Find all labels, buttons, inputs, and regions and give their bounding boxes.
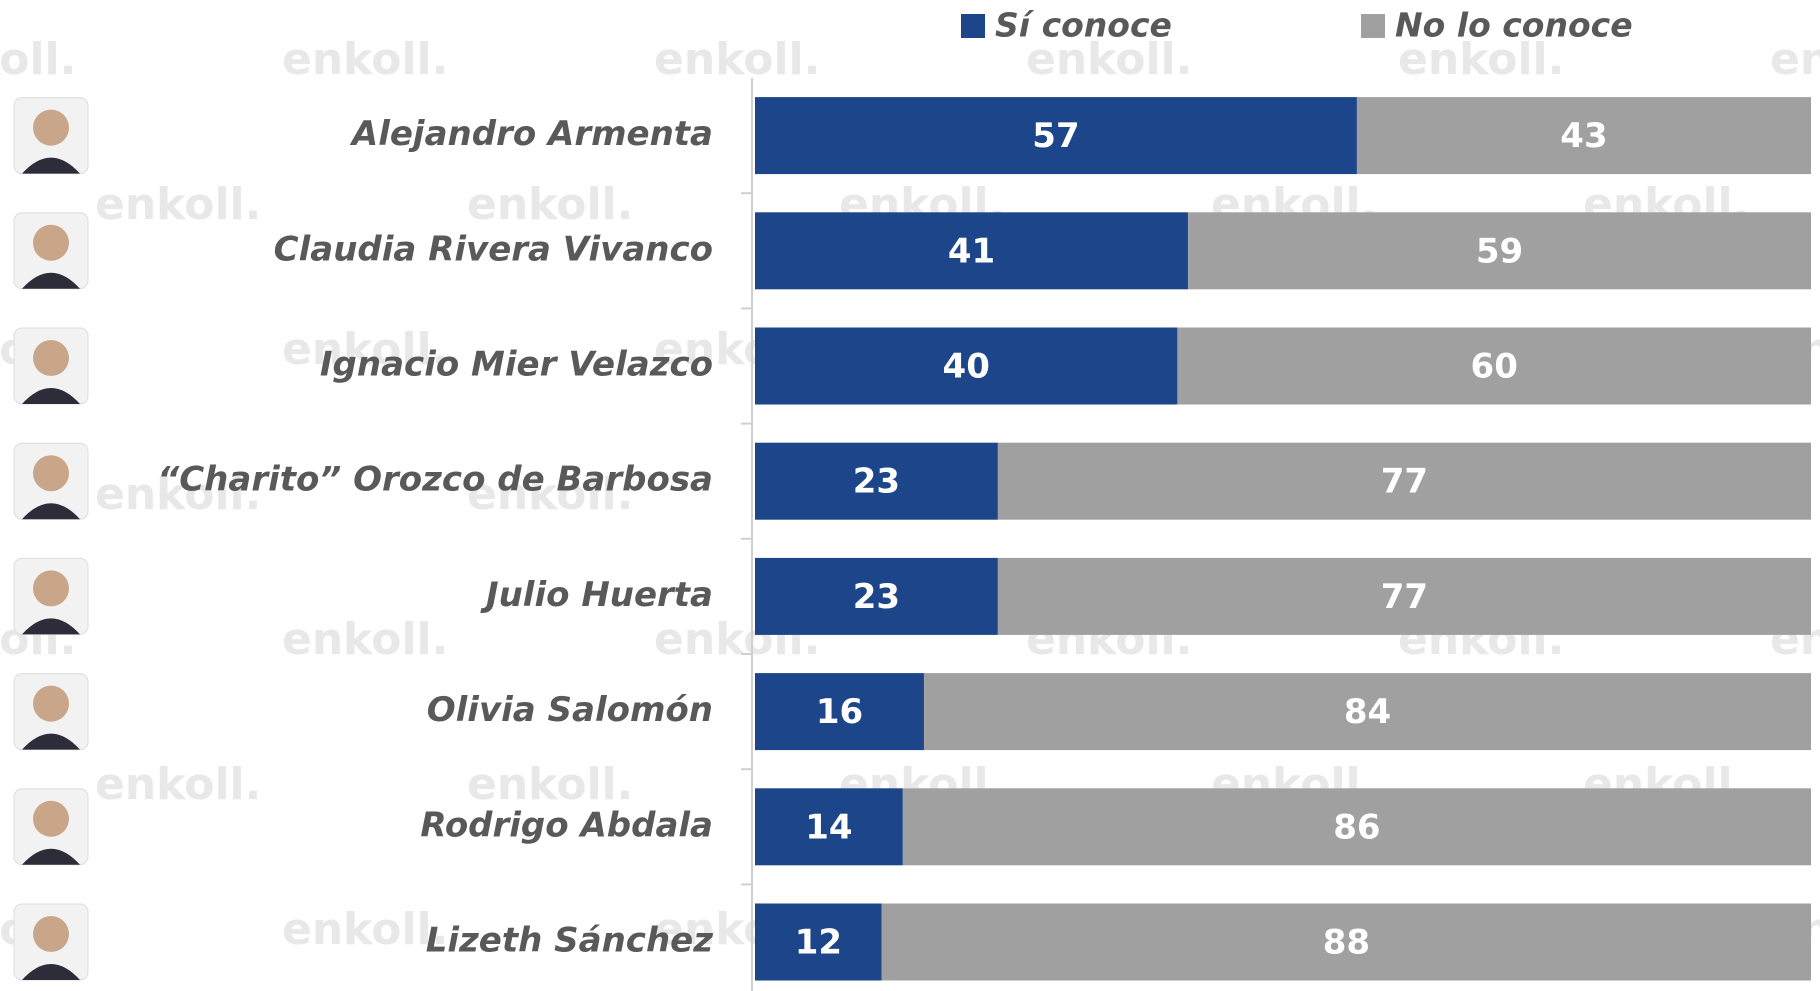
data-label: 60	[1471, 347, 1518, 387]
data-label: 88	[1323, 923, 1370, 963]
category-label: Claudia Rivera Vivanco	[274, 229, 713, 269]
data-label: 40	[943, 347, 990, 387]
watermark: enkoll.	[282, 614, 448, 665]
category-label: Rodrigo Abdala	[420, 805, 713, 845]
photo-head	[33, 110, 69, 146]
photo-head	[33, 686, 69, 722]
category-label: Ignacio Mier Velazco	[320, 345, 713, 385]
category-label: Julio Huerta	[480, 575, 713, 615]
data-label: 43	[1560, 116, 1607, 156]
data-label: 77	[1381, 462, 1428, 502]
data-label: 86	[1333, 807, 1380, 847]
category-label: Alejandro Armenta	[349, 114, 713, 154]
watermark: enkoll.	[654, 34, 820, 85]
watermark: enkoll.	[95, 759, 261, 810]
chart: enkoll. enkoll. enkoll. enkoll. enkoll. enkol…	[0, 0, 1820, 991]
category-label: Lizeth Sánchez	[426, 921, 714, 961]
photo-head	[33, 801, 69, 837]
watermark: enkoll.	[95, 179, 261, 230]
watermark: enkoll.	[1770, 34, 1820, 85]
data-label: 84	[1344, 692, 1391, 732]
data-label: 12	[795, 923, 842, 963]
legend-swatch	[961, 14, 985, 38]
category-label: “Charito” Orozco de Barbosa	[157, 460, 713, 500]
data-label: 23	[853, 462, 900, 502]
legend-label: No lo conoce	[1395, 6, 1633, 45]
photo-head	[33, 916, 69, 952]
watermark: enkoll.	[282, 904, 448, 955]
data-label: 59	[1476, 231, 1523, 271]
data-label: 23	[853, 577, 900, 617]
data-label: 16	[816, 692, 863, 732]
watermark: enkoll.	[0, 34, 76, 85]
data-label: 77	[1381, 577, 1428, 617]
data-label: 14	[805, 807, 852, 847]
photo-head	[33, 340, 69, 376]
photo-head	[33, 225, 69, 261]
data-label: 41	[948, 231, 995, 271]
legend-swatch	[1361, 14, 1385, 38]
legend-label: Sí conoce	[995, 6, 1172, 45]
category-label: Olivia Salomón	[427, 690, 713, 730]
watermark: enkoll.	[467, 179, 633, 230]
watermark: enkoll.	[467, 759, 633, 810]
photo-head	[33, 455, 69, 491]
data-label: 57	[1032, 116, 1079, 156]
page: {"chart_data": {"type": "bar", "orientat…	[0, 0, 1820, 991]
watermark: enkoll.	[282, 34, 448, 85]
photo-head	[33, 570, 69, 606]
